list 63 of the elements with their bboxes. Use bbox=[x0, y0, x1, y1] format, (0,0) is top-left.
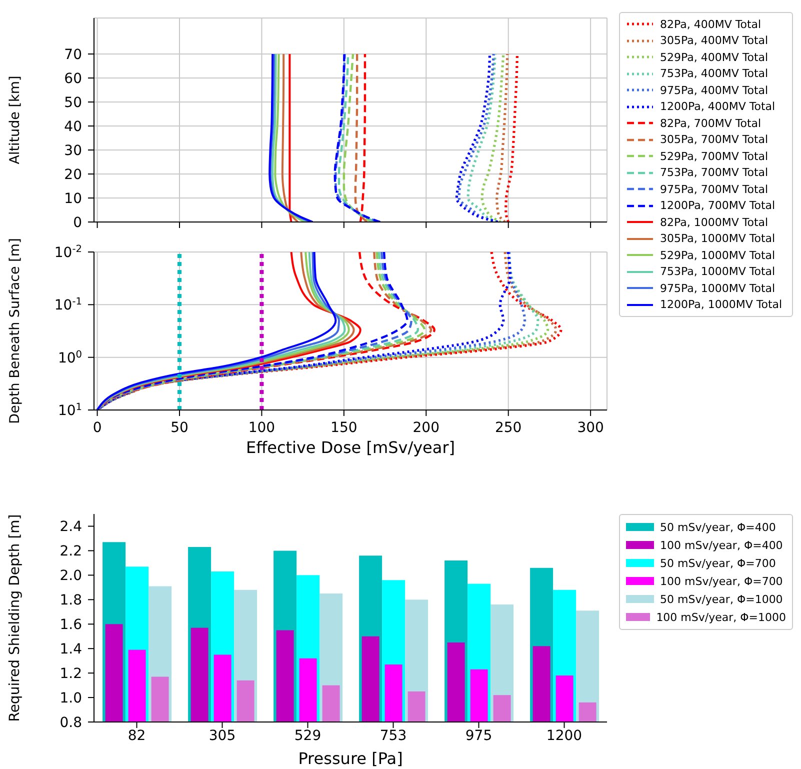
x-tick-label: 82 bbox=[128, 728, 146, 744]
x-tick-label: 1200 bbox=[546, 728, 582, 744]
y-tick-label: 10$^{1}$ bbox=[58, 402, 82, 419]
legend-label: 82Pa, 400MV Total bbox=[660, 18, 762, 31]
legend-label: 529Pa, 700MV Total bbox=[660, 150, 768, 163]
legend-label: 753Pa, 700MV Total bbox=[660, 166, 768, 180]
legend-label: 50 mSv/year, Φ=700 bbox=[660, 556, 776, 570]
legend-label: 975Pa, 700MV Total bbox=[660, 182, 768, 196]
y-tick-label: 10$^{-2}$ bbox=[54, 244, 82, 261]
x-tick-label: 200 bbox=[412, 420, 440, 436]
legend-label: 1200Pa, 1000MV Total bbox=[660, 298, 782, 312]
x-tick-label: 529 bbox=[294, 728, 322, 744]
y-tick-label: 2.4 bbox=[60, 519, 82, 536]
x-tick-label: 100 bbox=[248, 420, 276, 436]
x-tick-label: 50 bbox=[170, 420, 188, 436]
legend-label: 975Pa, 400MV Total bbox=[660, 84, 768, 97]
y-tick-label: 0 bbox=[73, 215, 82, 231]
legend-label: 50 mSv/year, Φ=1000 bbox=[660, 592, 783, 606]
y-tick-label: 1.0 bbox=[60, 690, 82, 707]
y-tick-label: 20 bbox=[64, 167, 82, 183]
x-axis-title: Pressure [Pa] bbox=[298, 749, 403, 768]
legend-label: 100 mSv/year, Φ=1000 bbox=[656, 610, 786, 624]
legend-label: 100 mSv/year, Φ=700 bbox=[660, 574, 783, 588]
legend-label: 82Pa, 700MV Total bbox=[660, 116, 762, 130]
x-tick-label: 0 bbox=[92, 420, 102, 436]
y-axis-title: Depth Beneath Surface [m] bbox=[6, 238, 23, 424]
y-tick-label: 2.2 bbox=[60, 544, 82, 560]
y-axis-title: Altitude [km] bbox=[6, 76, 23, 164]
y-tick-label: 1.4 bbox=[60, 642, 82, 658]
legend-label: 1200Pa, 700MV Total bbox=[660, 199, 776, 212]
legend-label: 753Pa, 400MV Total bbox=[660, 67, 768, 80]
x-axis-title: Effective Dose [mSv/year] bbox=[246, 438, 456, 457]
x-tick-label: 250 bbox=[494, 420, 522, 436]
legend-label: 753Pa, 1000MV Total bbox=[660, 265, 776, 278]
y-tick-label: 10$^{0}$ bbox=[58, 348, 82, 366]
y-tick-label: 10$^{-1}$ bbox=[54, 296, 82, 314]
y-tick-label: 30 bbox=[64, 143, 82, 159]
y-tick-label: 0.8 bbox=[60, 715, 82, 731]
y-tick-label: 2.0 bbox=[60, 568, 82, 584]
legend-label: 1200Pa, 400MV Total bbox=[660, 100, 776, 114]
y-tick-label: 1.2 bbox=[60, 666, 82, 682]
legend-label: 529Pa, 400MV Total bbox=[660, 50, 768, 64]
y-tick-label: 1.8 bbox=[60, 592, 82, 609]
x-tick-label: 975 bbox=[465, 728, 492, 744]
legend-label: 305Pa, 400MV Total bbox=[660, 34, 768, 48]
y-tick-label: 1.6 bbox=[60, 617, 82, 634]
y-tick-label: 60 bbox=[64, 71, 82, 87]
y-tick-label: 40 bbox=[64, 119, 82, 135]
legend-label: 100 mSv/year, Φ=400 bbox=[660, 538, 783, 552]
y-tick-label: 70 bbox=[64, 47, 82, 63]
x-tick-label: 305 bbox=[208, 728, 236, 744]
x-tick-label: 150 bbox=[330, 420, 358, 436]
legend-label: 975Pa, 1000MV Total bbox=[660, 282, 776, 295]
x-tick-label: 753 bbox=[380, 728, 407, 744]
y-axis-title: Required Shielding Depth [m] bbox=[6, 514, 23, 722]
y-tick-label: 10 bbox=[64, 191, 82, 207]
legend-label: 305Pa, 1000MV Total bbox=[660, 232, 776, 246]
legend-label: 50 mSv/year, Φ=400 bbox=[660, 520, 776, 534]
legend-label: 305Pa, 700MV Total bbox=[660, 133, 768, 146]
legend-label: 529Pa, 1000MV Total bbox=[660, 248, 776, 262]
legend-label: 82Pa, 1000MV Total bbox=[660, 216, 768, 229]
y-tick-label: 50 bbox=[64, 95, 82, 111]
x-tick-label: 300 bbox=[577, 420, 604, 436]
